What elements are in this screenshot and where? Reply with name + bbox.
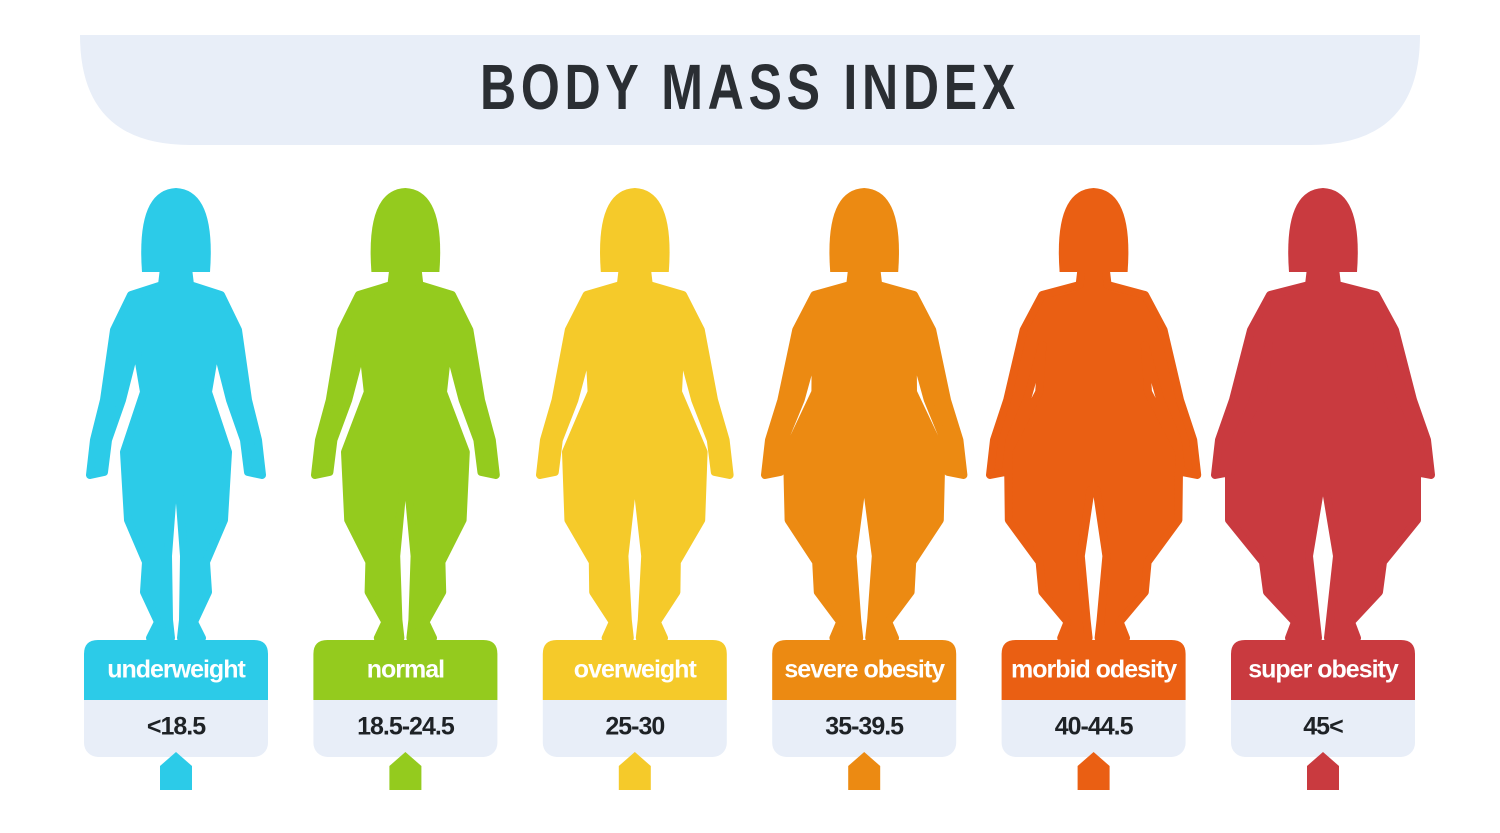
range-label: <18.5 [147,713,206,741]
range-label: 18.5-24.5 [357,713,455,741]
category-label: overweight [574,656,698,684]
range-label: 35-39.5 [825,713,904,741]
category-label: normal [367,656,444,684]
category-label: severe obesity [784,656,945,684]
body-silhouette [86,264,266,642]
body-silhouette [311,264,500,642]
hair [1058,188,1129,272]
label-box [313,640,498,700]
label-box [772,640,957,700]
pointer-arrow [389,752,422,790]
hair [1288,188,1358,272]
pointer-arrow [848,752,881,790]
pointer-arrow [1077,752,1110,790]
category-label: super obesity [1248,656,1399,684]
body-silhouette [536,264,734,642]
category-label: underweight [107,656,246,684]
title-banner [80,35,1420,145]
hair [600,188,670,272]
body-silhouette [986,264,1202,642]
label-box [542,640,727,700]
pointer-arrow [160,752,192,790]
range-label: 45< [1303,713,1343,741]
title: BODY MASS INDEX [480,51,1020,123]
label-box [1231,640,1415,700]
pointer-arrow [618,752,651,790]
label-box [1001,640,1186,700]
body-silhouette [761,264,968,642]
pointer-arrow [1307,752,1339,790]
range-label: 40-44.5 [1055,713,1134,741]
hair [829,188,899,272]
hair [370,188,441,272]
hair [141,188,211,272]
category-label: morbid odesity [1011,656,1177,684]
body-silhouette [1211,264,1435,642]
label-box [84,640,268,700]
range-label: 25-30 [605,713,664,741]
